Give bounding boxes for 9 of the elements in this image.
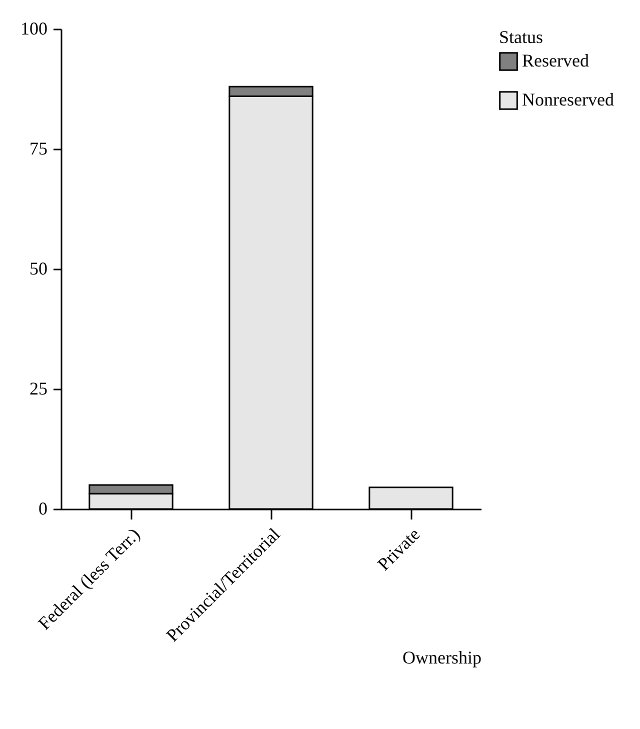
- legend-title: Status: [499, 27, 544, 47]
- y-tick-label: 0: [38, 498, 48, 518]
- legend-label: Nonreserved: [522, 90, 614, 110]
- y-tick-label: 75: [30, 138, 48, 158]
- y-tick-label: 50: [30, 258, 48, 278]
- y-tick-label: 100: [20, 18, 48, 38]
- x-axis-title: Ownership: [402, 647, 482, 668]
- legend-label: Reserved: [522, 50, 589, 70]
- y-tick-label: 25: [30, 378, 48, 398]
